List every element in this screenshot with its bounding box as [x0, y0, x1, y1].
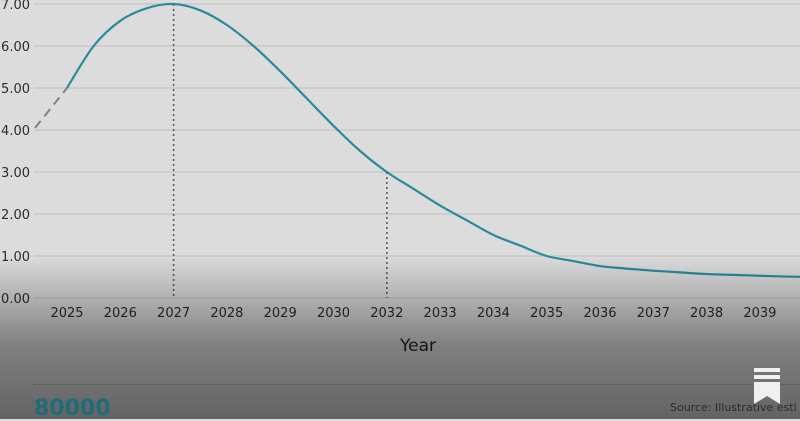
x-tick-label: 2038: [690, 306, 723, 321]
y-tick-label: 6.00: [1, 40, 30, 55]
dashed-extension: [34, 87, 68, 129]
x-tick-label: 2036: [583, 306, 616, 321]
x-tick-label: 2035: [530, 306, 563, 321]
x-tick-label: 2030: [317, 306, 350, 321]
big-number: 80000: [34, 396, 111, 421]
y-tick-label: 5.00: [1, 82, 30, 97]
bookmark-icon[interactable]: [752, 366, 782, 406]
footer-divider: [34, 384, 800, 385]
y-tick-label: 1.00: [1, 250, 30, 265]
y-tick-label: 7.00: [1, 0, 30, 13]
x-tick-label: 2037: [637, 306, 670, 321]
x-tick-label: 2028: [210, 306, 243, 321]
series-line: [66, 2, 800, 279]
x-axis-title: Year: [399, 336, 436, 356]
y-tick-label: 0.00: [1, 292, 30, 307]
x-tick-label: 2033: [424, 306, 457, 321]
x-tick-label: 2032: [370, 306, 403, 321]
x-tick-label: 2029: [264, 306, 297, 321]
x-tick-label: 2034: [477, 306, 510, 321]
y-tick-label: 4.00: [1, 124, 30, 139]
x-tick-label: 2026: [104, 306, 137, 321]
y-tick-label: 2.00: [1, 208, 30, 223]
x-tick-label: 2025: [50, 306, 83, 321]
x-tick-label: 2039: [743, 306, 776, 321]
y-tick-label: 3.00: [1, 166, 30, 181]
source-note: Source: Illustrative esti: [670, 401, 797, 414]
x-tick-label: 2027: [157, 306, 190, 321]
